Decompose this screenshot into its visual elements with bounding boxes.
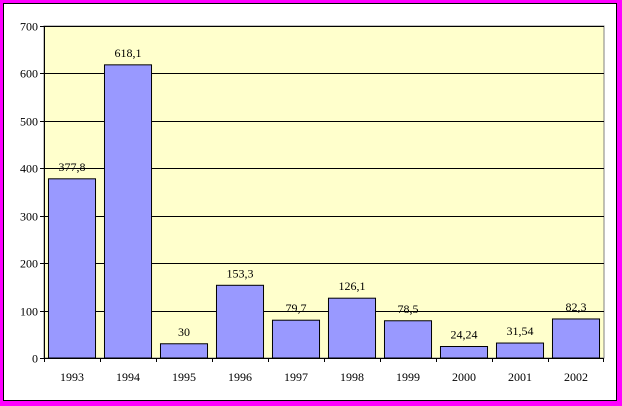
data-label: 24,24 — [451, 328, 478, 342]
data-labels: 377,8 618,1 30 153,3 79,7 126,1 78,5 24,24 31,54… — [59, 46, 587, 342]
bar — [495, 342, 545, 359]
y-tick-label: 600 — [20, 67, 38, 81]
x-tick-label: 1994 — [116, 370, 140, 384]
y-tick-label: 300 — [20, 210, 38, 224]
bar — [103, 64, 153, 359]
bars — [47, 64, 601, 359]
data-label: 377,8 — [59, 160, 86, 174]
bar — [159, 343, 209, 359]
x-tick-label: 1999 — [396, 370, 420, 384]
bar — [383, 320, 433, 359]
y-tick-label: 400 — [20, 162, 38, 176]
y-tick-label: 700 — [20, 20, 38, 34]
bar — [47, 178, 97, 359]
y-axis: 0 100 200 300 400 500 600 700 — [20, 20, 45, 366]
bar — [327, 297, 377, 359]
x-tick-label: 1996 — [228, 370, 252, 384]
x-tick-label: 1998 — [340, 370, 364, 384]
x-tick-label: 1993 — [60, 370, 84, 384]
y-tick-label: 500 — [20, 115, 38, 129]
x-tick-label: 1995 — [172, 370, 196, 384]
data-label: 153,3 — [227, 266, 254, 280]
data-label: 126,1 — [339, 279, 366, 293]
bar — [271, 319, 321, 359]
bar — [439, 346, 489, 359]
x-tick-label: 1997 — [284, 370, 308, 384]
y-tick-label: 200 — [20, 257, 38, 271]
data-label: 618,1 — [115, 46, 142, 60]
data-label: 79,7 — [286, 301, 307, 315]
y-tick-label: 0 — [32, 352, 38, 366]
x-tick-label: 2000 — [452, 370, 476, 384]
x-tick-label: 2001 — [508, 370, 532, 384]
y-tick-label: 100 — [20, 305, 38, 319]
x-tick-label: 2002 — [564, 370, 588, 384]
bar — [551, 318, 601, 359]
data-label: 30 — [178, 325, 190, 339]
x-axis: 1993 1994 1995 1996 1997 1998 1999 2000 2001 2002 — [44, 358, 604, 384]
data-label: 82,3 — [566, 300, 587, 314]
bar — [215, 284, 265, 359]
data-label: 78,5 — [398, 302, 419, 316]
data-label: 31,54 — [507, 324, 534, 338]
